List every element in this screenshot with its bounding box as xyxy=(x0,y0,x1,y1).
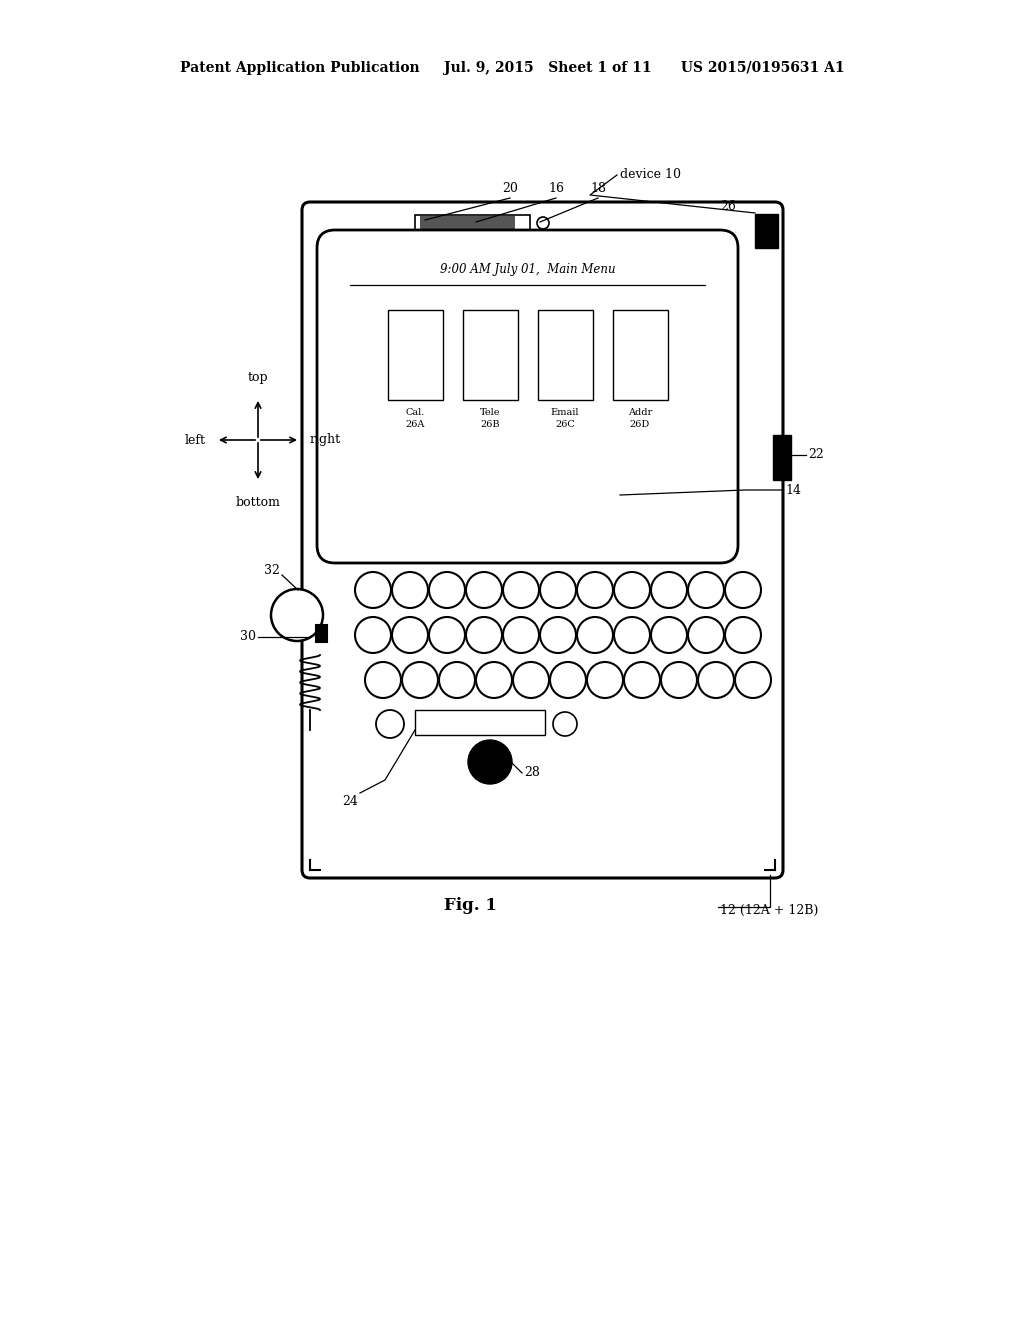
Text: Fig. 1: Fig. 1 xyxy=(443,896,497,913)
Circle shape xyxy=(725,572,761,609)
Circle shape xyxy=(662,663,697,698)
Text: 18: 18 xyxy=(590,182,606,195)
Text: Email: Email xyxy=(551,408,580,417)
Circle shape xyxy=(365,663,401,698)
Text: Cal.: Cal. xyxy=(406,408,425,417)
Text: 12 (12A + 12B): 12 (12A + 12B) xyxy=(720,903,818,916)
FancyBboxPatch shape xyxy=(302,202,783,878)
Circle shape xyxy=(468,741,512,784)
Circle shape xyxy=(392,616,428,653)
Text: 26C: 26C xyxy=(555,420,574,429)
Text: 22: 22 xyxy=(808,449,823,462)
Circle shape xyxy=(355,616,391,653)
Bar xyxy=(612,310,668,400)
Circle shape xyxy=(439,663,475,698)
Circle shape xyxy=(476,663,512,698)
Bar xyxy=(420,216,515,228)
Circle shape xyxy=(688,616,724,653)
Circle shape xyxy=(587,663,623,698)
Text: 26D: 26D xyxy=(630,420,650,429)
Circle shape xyxy=(614,616,650,653)
Text: 24: 24 xyxy=(342,795,358,808)
Bar xyxy=(415,215,530,232)
Circle shape xyxy=(355,572,391,609)
Bar xyxy=(315,624,327,642)
Circle shape xyxy=(503,616,539,653)
Circle shape xyxy=(376,710,404,738)
Circle shape xyxy=(725,616,761,653)
Text: 26B: 26B xyxy=(480,420,500,429)
Circle shape xyxy=(537,216,549,228)
Bar xyxy=(538,310,593,400)
Bar xyxy=(463,310,517,400)
Text: 28: 28 xyxy=(524,767,540,780)
Circle shape xyxy=(392,572,428,609)
Circle shape xyxy=(651,572,687,609)
Circle shape xyxy=(271,589,323,642)
Text: Tele: Tele xyxy=(480,408,501,417)
Circle shape xyxy=(540,572,575,609)
Circle shape xyxy=(402,663,438,698)
FancyBboxPatch shape xyxy=(317,230,738,564)
Circle shape xyxy=(698,663,734,698)
Circle shape xyxy=(577,572,613,609)
Circle shape xyxy=(540,616,575,653)
Circle shape xyxy=(735,663,771,698)
Text: Patent Application Publication     Jul. 9, 2015   Sheet 1 of 11      US 2015/019: Patent Application Publication Jul. 9, 2… xyxy=(179,61,845,75)
Text: bottom: bottom xyxy=(236,496,281,510)
Text: right: right xyxy=(310,433,341,446)
Circle shape xyxy=(624,663,660,698)
Circle shape xyxy=(429,572,465,609)
Circle shape xyxy=(466,616,502,653)
Circle shape xyxy=(429,616,465,653)
Bar xyxy=(755,214,778,248)
Bar xyxy=(415,710,545,735)
Text: 32: 32 xyxy=(264,564,280,577)
Circle shape xyxy=(503,572,539,609)
Circle shape xyxy=(553,711,577,737)
Text: 26: 26 xyxy=(720,201,736,214)
Text: 14: 14 xyxy=(785,483,801,496)
Circle shape xyxy=(614,572,650,609)
Bar xyxy=(387,310,442,400)
Bar xyxy=(773,436,791,480)
Text: Addr: Addr xyxy=(628,408,652,417)
Text: 30: 30 xyxy=(240,631,256,644)
Text: top: top xyxy=(248,371,268,384)
Text: 26A: 26A xyxy=(406,420,425,429)
Text: device 10: device 10 xyxy=(620,169,681,181)
Circle shape xyxy=(651,616,687,653)
Circle shape xyxy=(550,663,586,698)
Circle shape xyxy=(513,663,549,698)
Text: 16: 16 xyxy=(548,182,564,195)
Circle shape xyxy=(688,572,724,609)
Circle shape xyxy=(466,572,502,609)
Circle shape xyxy=(577,616,613,653)
Text: 9:00 AM July 01,  Main Menu: 9:00 AM July 01, Main Menu xyxy=(439,264,615,276)
Text: 20: 20 xyxy=(502,182,518,195)
Text: left: left xyxy=(185,433,206,446)
